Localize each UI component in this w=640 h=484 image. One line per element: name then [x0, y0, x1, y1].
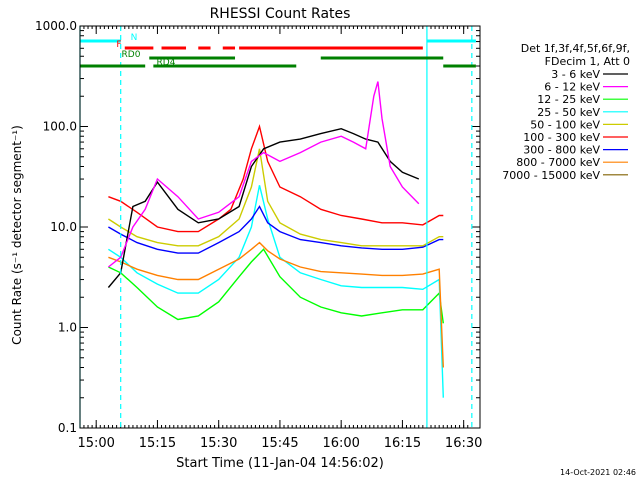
y-tick-label: 100.0	[43, 120, 77, 134]
y-tick-label: 10.0	[50, 220, 77, 234]
series-line	[108, 248, 444, 324]
plot-frame	[79, 25, 481, 429]
series-line	[108, 124, 444, 233]
legend-entry-label: 7000 - 15000 keV	[502, 169, 600, 182]
legend-entry-label: 800 - 7000 keV	[516, 156, 600, 169]
legend-entry-label: 25 - 50 keV	[537, 106, 600, 119]
legend-entry-label: 12 - 25 keV	[537, 93, 600, 106]
y-tick-label: 1000.0	[35, 19, 77, 33]
annotation-label: F	[116, 40, 121, 50]
x-tick-label: 15:45	[261, 436, 298, 451]
legend-header-line-2: FDecim 1, Att 0	[545, 55, 630, 68]
annotation-label: RD4	[157, 58, 176, 68]
x-tick-label: 15:30	[200, 436, 237, 451]
chart-title: RHESSI Count Rates	[210, 6, 351, 22]
series-line	[107, 81, 420, 268]
x-tick-label: 16:15	[384, 436, 421, 451]
footer-timestamp: 14-Oct-2021 02:46	[560, 468, 636, 477]
annotation-label: RD0	[122, 50, 141, 60]
x-tick-label: 16:00	[322, 436, 359, 451]
series-line	[108, 205, 444, 254]
y-tick-label: 1.0	[58, 321, 77, 335]
series-line	[108, 241, 444, 368]
legend-entry-label: 50 - 100 keV	[530, 118, 600, 131]
legend-header-line-1: Det 1f,3f,4f,5f,6f,9f,	[521, 42, 630, 55]
x-tick-label: 15:15	[139, 436, 176, 451]
legend-entry-label: 6 - 12 keV	[544, 81, 600, 94]
legend-entry-label: 3 - 6 keV	[551, 68, 600, 81]
x-tick-label: 15:00	[77, 436, 114, 451]
series-line	[107, 127, 420, 288]
legend-entry-label: 300 - 800 keV	[523, 144, 600, 157]
series-line	[108, 148, 444, 247]
plot-frame-layer: 0.1 1.0 10.0 100.0 1000.0 15:00 15:15 15:30 15:4…	[35, 19, 482, 451]
series-line	[108, 185, 444, 398]
y-axis-label: Count Rate (s⁻¹ detector segment⁻¹)	[10, 125, 24, 345]
series-layer	[107, 81, 444, 398]
y-tick-label: 0.1	[58, 421, 77, 435]
x-axis-label: Start Time (11-Jan-04 14:56:02)	[176, 456, 384, 471]
legend-entry-label: 100 - 300 keV	[523, 131, 600, 144]
annotation-label: N	[131, 33, 138, 43]
x-tick-label: 16:30	[445, 436, 482, 451]
